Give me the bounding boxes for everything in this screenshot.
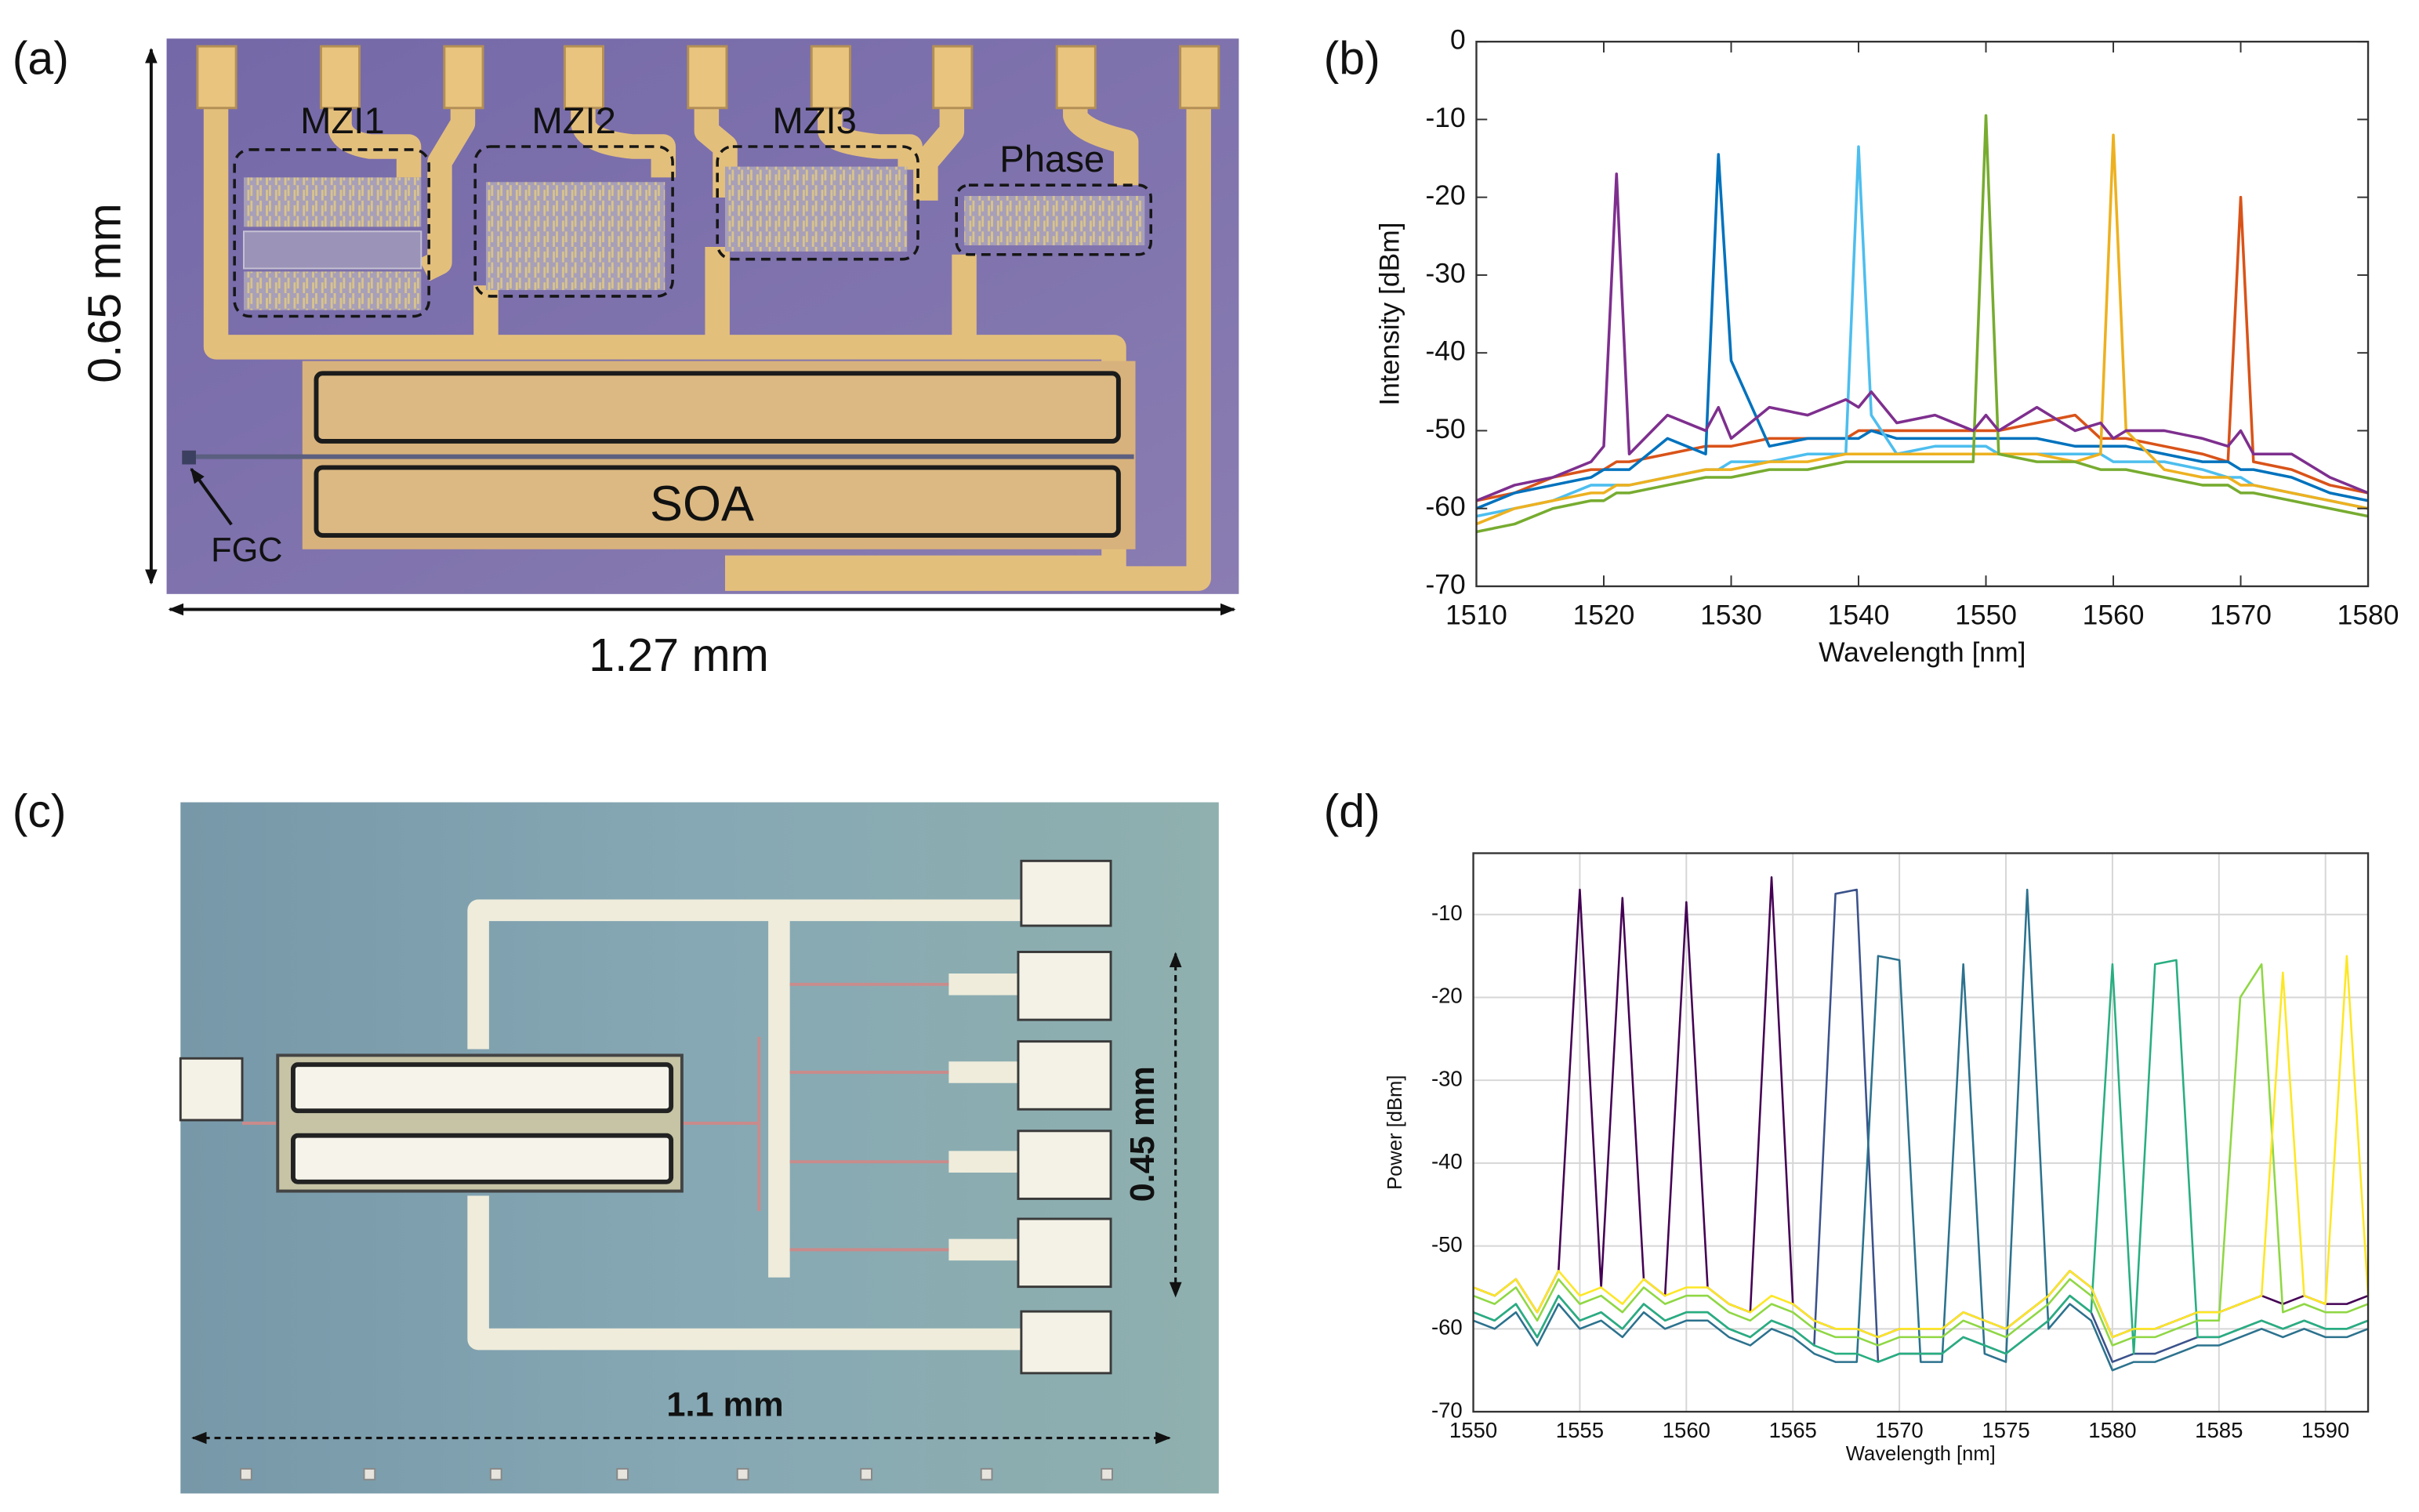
y-tick-label: -60 [1431,1315,1463,1340]
x-tick-label: 1580 [2337,600,2399,631]
micrograph-c [179,802,1219,1494]
x-tick-label: 1530 [1700,600,1762,631]
y-tick-label: -60 [1426,491,1466,522]
y-tick-label: -50 [1426,413,1466,444]
panel-label: (a) [13,32,69,84]
y-tick-label: -70 [1431,1398,1463,1422]
y-tick-label: -20 [1431,984,1463,1008]
x-tick-label: 1570 [1875,1418,1923,1442]
label: SOA [650,477,754,531]
x-tick-label: 1585 [2195,1418,2243,1442]
plot-frame [1475,40,2370,588]
x-axis-label: Wavelength [nm] [1819,636,2026,668]
plot-frame [1472,852,2370,1413]
y-axis-label: Intensity [dBm] [1374,222,1405,405]
panel-label: (b) [1324,32,1380,84]
x-tick-label: 1560 [2083,600,2145,631]
line-series [1473,959,2369,1363]
y-tick-label: -30 [1426,257,1466,288]
x-axis-label: Wavelength [nm] [1846,1443,1996,1465]
line-series [1473,963,2369,1347]
x-tick-label: 1550 [1449,1418,1497,1442]
x-tick-label: 1565 [1769,1418,1817,1442]
x-tick-label: 1520 [1573,600,1635,631]
line-series [1473,955,2370,1339]
dimension-label: 0.65 mm [78,203,130,383]
dimension-label: 1.1 mm [666,1387,783,1424]
y-tick-label: -70 [1426,568,1466,600]
panel-label: (d) [1324,785,1380,837]
x-tick-label: 1575 [1982,1418,2029,1442]
label: FGC [211,531,282,569]
line-series [1476,114,2369,534]
line-series [1476,195,2369,502]
y-axis-label: Power [dBm] [1384,1075,1406,1190]
y-tick-label: -40 [1426,335,1466,367]
label: MZI1 [300,100,385,142]
x-tick-label: 1555 [1556,1418,1604,1442]
y-tick-label: -50 [1431,1232,1463,1256]
x-tick-label: 1560 [1663,1418,1710,1442]
label: MZI2 [531,100,616,142]
x-tick-label: 1510 [1445,600,1507,631]
x-tick-label: 1590 [2301,1418,2349,1442]
micrograph-a [145,38,1239,616]
x-tick-label: 1540 [1828,600,1890,631]
label: MZI3 [772,100,857,142]
x-tick-label: 1550 [1955,600,2017,631]
line-series [1473,888,2369,1372]
line-series [1475,153,2369,510]
dimension-label: 1.27 mm [589,629,769,681]
y-tick-label: -10 [1431,901,1463,925]
y-tick-label: -20 [1426,179,1466,211]
y-tick-label: -10 [1426,102,1466,133]
y-tick-label: -30 [1431,1066,1463,1090]
line-series [1475,133,2369,526]
panel-label: (c) [13,785,67,837]
line-series [1475,172,2369,502]
y-tick-label: -40 [1431,1149,1463,1173]
label: Phase [999,139,1104,180]
x-tick-label: 1580 [2088,1418,2136,1442]
dimension-label: 0.45 mm [1124,1066,1162,1202]
y-tick-label: 0 [1450,24,1466,56]
x-tick-label: 1570 [2210,600,2272,631]
